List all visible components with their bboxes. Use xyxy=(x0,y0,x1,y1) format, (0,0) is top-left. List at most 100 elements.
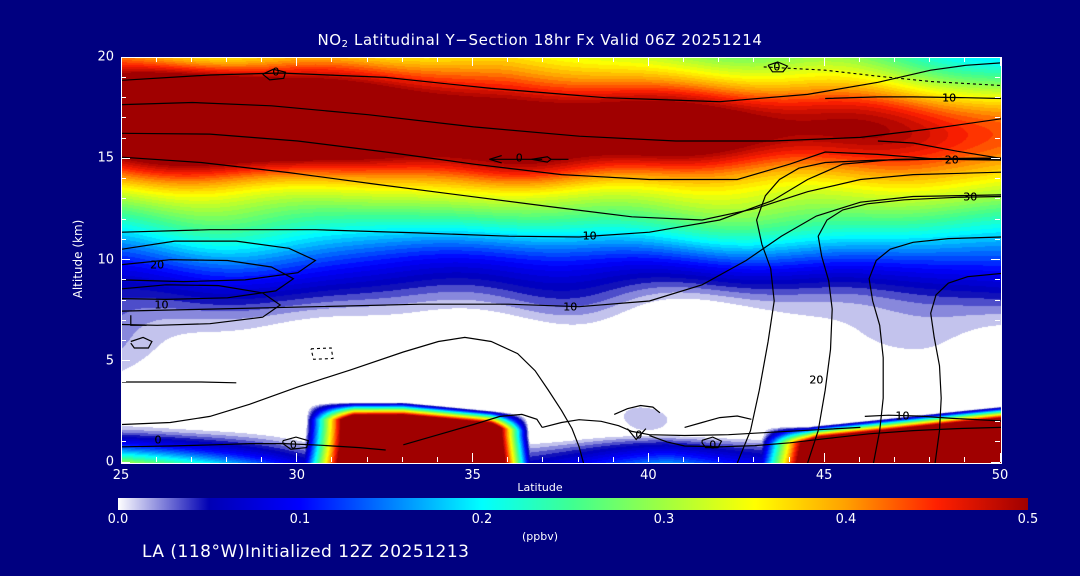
axis-tick xyxy=(647,453,649,462)
axis-tick xyxy=(858,457,860,462)
axis-tick xyxy=(995,178,1000,179)
axis-tick xyxy=(991,360,1000,362)
axis-tick xyxy=(995,279,1000,281)
x-axis-tick-label: 50 xyxy=(991,468,1009,483)
axis-tick xyxy=(995,400,1000,402)
axis-tick xyxy=(436,57,438,62)
axis-tick xyxy=(647,57,649,66)
axis-tick xyxy=(894,457,896,462)
colorbar-tick-label: 0.4 xyxy=(835,512,857,527)
axis-tick xyxy=(858,57,860,62)
plot-area[interactable]: 0 0 0 10 20 30 10 20 10 10 20 10 0 0 0 0 xyxy=(121,57,1002,464)
page-title: NO2 Latitudinal Y−Section 18hr Fx Valid … xyxy=(0,31,1080,50)
colorbar-tick-label: 0.5 xyxy=(1017,512,1039,527)
axis-tick xyxy=(121,421,126,422)
axis-tick xyxy=(121,198,126,200)
axis-tick xyxy=(507,57,509,62)
title-prefix: NO xyxy=(317,31,342,49)
axis-tick xyxy=(577,57,579,62)
axis-tick xyxy=(612,57,614,62)
figure-caption: LA (118°W)Initialized 12Z 20251213 xyxy=(142,542,470,562)
x-axis-tick-label: 40 xyxy=(640,468,657,483)
colorbar[interactable] xyxy=(118,498,1028,510)
axis-tick xyxy=(753,57,755,62)
axis-tick xyxy=(121,380,126,382)
axis-tick xyxy=(120,453,122,462)
axis-tick xyxy=(472,453,474,462)
axis-tick xyxy=(823,453,825,462)
axis-tick xyxy=(964,57,966,62)
axis-tick xyxy=(121,238,126,240)
contour-line-overlay xyxy=(122,61,1001,463)
axis-tick xyxy=(366,457,368,462)
axis-tick xyxy=(991,259,1000,260)
colorbar-tick-label: 0.2 xyxy=(471,512,493,527)
axis-tick xyxy=(991,461,1000,463)
axis-tick xyxy=(366,57,368,62)
y-axis-tick-label: 10 xyxy=(97,252,114,267)
y-axis-tick-label: 20 xyxy=(97,49,114,65)
axis-tick xyxy=(788,57,790,62)
axis-tick xyxy=(296,453,298,462)
axis-tick xyxy=(788,457,790,462)
axis-tick xyxy=(991,56,1000,58)
axis-tick xyxy=(612,457,614,462)
axis-tick xyxy=(121,218,126,220)
axis-tick xyxy=(401,457,403,462)
axis-tick xyxy=(120,57,122,66)
axis-tick xyxy=(121,117,126,119)
axis-tick xyxy=(121,400,126,402)
axis-tick xyxy=(542,57,544,62)
axis-tick xyxy=(995,97,1000,98)
y-axis-tick-label: 0 xyxy=(105,454,114,470)
axis-tick xyxy=(999,453,1001,462)
axis-tick xyxy=(121,319,126,321)
axis-tick xyxy=(753,457,755,462)
axis-tick xyxy=(225,457,227,462)
axis-tick xyxy=(995,299,1000,301)
axis-tick xyxy=(964,457,966,462)
axis-tick xyxy=(121,461,130,463)
axis-tick xyxy=(121,56,130,58)
axis-tick xyxy=(999,57,1001,66)
axis-tick xyxy=(331,57,333,62)
axis-tick xyxy=(507,457,509,462)
axis-tick xyxy=(995,218,1000,220)
y-axis-tick-label: 15 xyxy=(97,150,114,166)
axis-tick xyxy=(995,76,1000,78)
axis-tick xyxy=(718,457,720,462)
axis-tick xyxy=(155,457,157,462)
axis-tick xyxy=(929,57,931,62)
axis-tick xyxy=(995,319,1000,321)
colorbar-units: (ppbv) xyxy=(521,530,559,543)
axis-tick xyxy=(121,441,126,443)
x-axis-label: Latitude xyxy=(517,481,563,494)
axis-tick xyxy=(121,76,126,78)
axis-tick xyxy=(121,259,130,260)
axis-tick xyxy=(121,178,126,179)
axis-tick xyxy=(121,340,126,341)
x-axis-tick-label: 35 xyxy=(464,468,481,483)
axis-tick xyxy=(995,238,1000,240)
axis-tick xyxy=(225,57,227,62)
axis-tick xyxy=(436,457,438,462)
axis-tick xyxy=(995,340,1000,341)
axis-tick xyxy=(121,157,130,159)
axis-tick xyxy=(401,57,403,62)
colorbar-tick-label: 0.0 xyxy=(107,512,129,527)
axis-tick xyxy=(121,97,126,98)
axis-tick xyxy=(155,57,157,62)
x-axis-tick-label: 25 xyxy=(112,468,130,483)
axis-tick xyxy=(929,457,931,462)
axis-tick xyxy=(894,57,896,62)
axis-tick xyxy=(261,457,263,462)
colorbar-tick-label: 0.3 xyxy=(653,512,675,527)
axis-tick xyxy=(683,457,685,462)
y-axis-tick-label: 5 xyxy=(105,353,114,369)
axis-tick xyxy=(991,157,1000,159)
axis-tick xyxy=(190,57,192,62)
x-axis-tick-label: 30 xyxy=(288,468,306,483)
x-axis-tick-label: 45 xyxy=(815,468,833,483)
axis-tick xyxy=(121,299,126,301)
